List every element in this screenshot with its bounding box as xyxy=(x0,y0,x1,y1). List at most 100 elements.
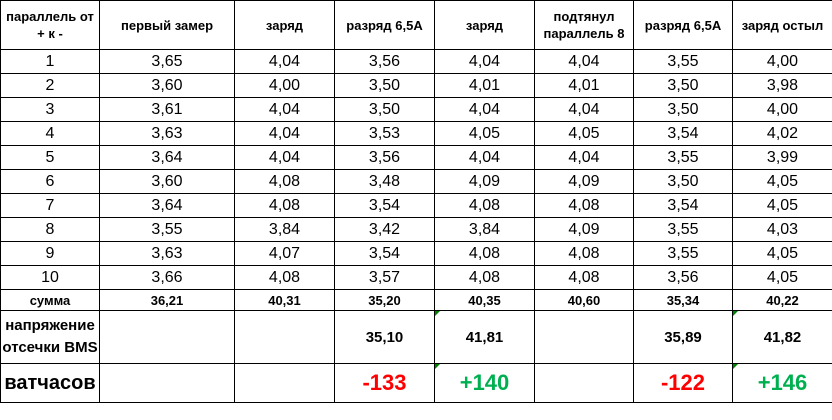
voltage-cell[interactable]: 4,00 xyxy=(732,49,832,74)
voltage-cell[interactable]: 4,08 xyxy=(434,193,535,218)
parallel-index-cell[interactable]: 8 xyxy=(0,217,100,242)
bms-cell[interactable]: 41,81 xyxy=(434,310,535,364)
parallel-index-cell[interactable]: 3 xyxy=(0,97,100,122)
sum-cell[interactable]: 40,60 xyxy=(534,289,634,311)
sum-cell[interactable]: 35,20 xyxy=(334,289,435,311)
voltage-cell[interactable]: 4,05 xyxy=(434,121,535,146)
voltage-cell[interactable]: 3,64 xyxy=(99,193,235,218)
voltage-cell[interactable]: 3,48 xyxy=(334,169,435,194)
voltage-cell[interactable]: 4,09 xyxy=(434,169,535,194)
bms-cell[interactable] xyxy=(534,310,634,364)
voltage-cell[interactable]: 4,05 xyxy=(732,241,832,266)
parallel-index-cell[interactable]: 1 xyxy=(0,49,100,74)
voltage-cell[interactable]: 4,08 xyxy=(234,193,335,218)
voltage-cell[interactable]: 4,05 xyxy=(732,193,832,218)
voltage-cell[interactable]: 3,50 xyxy=(334,73,435,98)
voltage-cell[interactable]: 4,08 xyxy=(234,265,335,290)
voltage-cell[interactable]: 3,55 xyxy=(633,217,733,242)
header-cell-first-measure[interactable]: первый замер xyxy=(99,0,235,50)
voltage-cell[interactable]: 4,02 xyxy=(732,121,832,146)
voltage-cell[interactable]: 4,04 xyxy=(534,97,634,122)
watt-hours-label-cell[interactable]: ватчасов xyxy=(0,363,100,403)
voltage-cell[interactable]: 3,55 xyxy=(633,145,733,170)
sum-cell[interactable]: 40,35 xyxy=(434,289,535,311)
voltage-cell[interactable]: 3,63 xyxy=(99,241,235,266)
voltage-cell[interactable]: 3,65 xyxy=(99,49,235,74)
voltage-cell[interactable]: 4,05 xyxy=(732,265,832,290)
voltage-cell[interactable]: 4,01 xyxy=(534,73,634,98)
parallel-index-cell[interactable]: 5 xyxy=(0,145,100,170)
bms-cell[interactable]: 35,89 xyxy=(633,310,733,364)
watt-hours-cell[interactable] xyxy=(534,363,634,403)
voltage-cell[interactable]: 3,54 xyxy=(334,241,435,266)
voltage-cell[interactable]: 3,61 xyxy=(99,97,235,122)
voltage-cell[interactable]: 4,04 xyxy=(434,97,535,122)
parallel-index-cell[interactable]: 4 xyxy=(0,121,100,146)
voltage-cell[interactable]: 3,56 xyxy=(334,145,435,170)
voltage-cell[interactable]: 4,07 xyxy=(234,241,335,266)
voltage-cell[interactable]: 4,08 xyxy=(434,265,535,290)
voltage-cell[interactable]: 4,00 xyxy=(732,97,832,122)
voltage-cell[interactable]: 3,64 xyxy=(99,145,235,170)
voltage-cell[interactable]: 4,08 xyxy=(534,265,634,290)
voltage-cell[interactable]: 4,04 xyxy=(234,49,335,74)
voltage-cell[interactable]: 3,50 xyxy=(633,169,733,194)
voltage-cell[interactable]: 4,08 xyxy=(234,169,335,194)
bms-cell[interactable]: 35,10 xyxy=(334,310,435,364)
bms-cell[interactable] xyxy=(234,310,335,364)
voltage-cell[interactable]: 3,54 xyxy=(633,121,733,146)
parallel-index-cell[interactable]: 9 xyxy=(0,241,100,266)
voltage-cell[interactable]: 4,08 xyxy=(534,241,634,266)
parallel-index-cell[interactable]: 10 xyxy=(0,265,100,290)
watt-hours-cell[interactable] xyxy=(99,363,235,403)
voltage-cell[interactable]: 3,50 xyxy=(633,73,733,98)
voltage-cell[interactable]: 3,84 xyxy=(434,217,535,242)
voltage-cell[interactable]: 4,08 xyxy=(434,241,535,266)
watt-hours-cell[interactable]: +140 xyxy=(434,363,535,403)
voltage-cell[interactable]: 4,03 xyxy=(732,217,832,242)
watt-hours-cell[interactable]: -122 xyxy=(633,363,733,403)
header-cell-adjusted[interactable]: подтянул параллель 8 xyxy=(534,0,634,50)
voltage-cell[interactable]: 4,04 xyxy=(234,145,335,170)
voltage-cell[interactable]: 4,04 xyxy=(434,49,535,74)
voltage-cell[interactable]: 4,04 xyxy=(434,145,535,170)
voltage-cell[interactable]: 3,60 xyxy=(99,73,235,98)
bms-cell[interactable] xyxy=(99,310,235,364)
voltage-cell[interactable]: 3,56 xyxy=(334,49,435,74)
header-cell-discharge-2[interactable]: разряд 6,5А xyxy=(633,0,733,50)
voltage-cell[interactable]: 4,04 xyxy=(234,121,335,146)
voltage-cell[interactable]: 3,60 xyxy=(99,169,235,194)
voltage-cell[interactable]: 4,01 xyxy=(434,73,535,98)
sum-cell[interactable]: 35,34 xyxy=(633,289,733,311)
header-cell-parallel[interactable]: параллель от + к - xyxy=(0,0,100,50)
voltage-cell[interactable]: 4,08 xyxy=(534,193,634,218)
voltage-cell[interactable]: 4,09 xyxy=(534,169,634,194)
header-cell-charge-2[interactable]: заряд xyxy=(434,0,535,50)
sum-cell[interactable]: 40,31 xyxy=(234,289,335,311)
voltage-cell[interactable]: 3,54 xyxy=(633,193,733,218)
bms-cell[interactable]: 41,82 xyxy=(732,310,832,364)
watt-hours-cell[interactable] xyxy=(234,363,335,403)
sum-cell[interactable]: 36,21 xyxy=(99,289,235,311)
voltage-cell[interactable]: 3,55 xyxy=(99,217,235,242)
voltage-cell[interactable]: 3,50 xyxy=(334,97,435,122)
voltage-cell[interactable]: 3,54 xyxy=(334,193,435,218)
voltage-cell[interactable]: 3,55 xyxy=(633,241,733,266)
voltage-cell[interactable]: 4,00 xyxy=(234,73,335,98)
voltage-cell[interactable]: 3,57 xyxy=(334,265,435,290)
voltage-cell[interactable]: 4,09 xyxy=(534,217,634,242)
voltage-cell[interactable]: 4,04 xyxy=(534,145,634,170)
voltage-cell[interactable]: 3,66 xyxy=(99,265,235,290)
voltage-cell[interactable]: 3,55 xyxy=(633,49,733,74)
watt-hours-cell[interactable]: -133 xyxy=(334,363,435,403)
voltage-cell[interactable]: 3,98 xyxy=(732,73,832,98)
voltage-cell[interactable]: 3,56 xyxy=(633,265,733,290)
parallel-index-cell[interactable]: 2 xyxy=(0,73,100,98)
parallel-index-cell[interactable]: 6 xyxy=(0,169,100,194)
voltage-cell[interactable]: 3,99 xyxy=(732,145,832,170)
watt-hours-cell[interactable]: +146 xyxy=(732,363,832,403)
header-cell-discharge[interactable]: разряд 6,5А xyxy=(334,0,435,50)
voltage-cell[interactable]: 3,84 xyxy=(234,217,335,242)
voltage-cell[interactable]: 4,05 xyxy=(732,169,832,194)
sum-cell[interactable]: 40,22 xyxy=(732,289,832,311)
